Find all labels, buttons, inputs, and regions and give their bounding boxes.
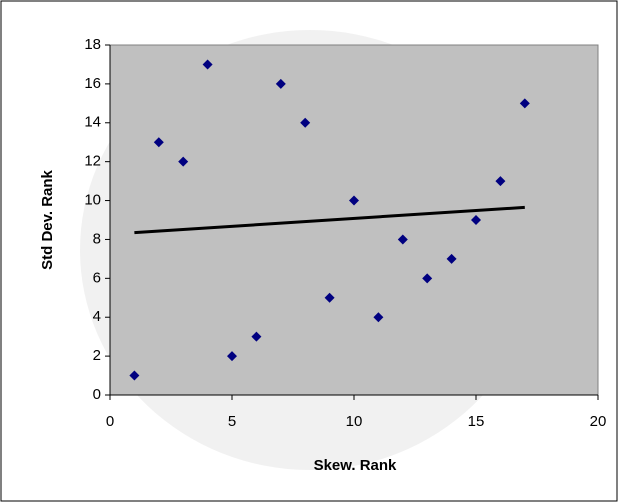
y-tick-label: 4 bbox=[93, 308, 101, 325]
y-tick-label: 18 bbox=[84, 36, 101, 53]
y-tick-label: 6 bbox=[93, 269, 101, 286]
plot-area bbox=[110, 45, 598, 395]
x-axis-title: Skew. Rank bbox=[314, 457, 397, 474]
y-tick-label: 8 bbox=[93, 230, 101, 247]
x-tick-label: 0 bbox=[106, 413, 114, 430]
y-tick-label: 16 bbox=[84, 75, 101, 92]
x-tick-label: 15 bbox=[468, 413, 485, 430]
y-axis-title: Std Dev. Rank bbox=[39, 169, 56, 269]
y-tick-label: 0 bbox=[93, 386, 101, 403]
y-tick-label: 10 bbox=[84, 192, 101, 209]
x-tick-label: 5 bbox=[228, 413, 236, 430]
x-tick-label: 20 bbox=[590, 413, 607, 430]
x-tick-label: 10 bbox=[346, 413, 363, 430]
chart: Skew. Rank Std Dev. Rank 0 2 4 6 8 10 12 14 16 18… bbox=[0, 0, 620, 503]
y-tick-label: 2 bbox=[93, 347, 101, 364]
y-tick-label: 14 bbox=[84, 114, 101, 131]
y-tick-label: 12 bbox=[84, 153, 101, 170]
